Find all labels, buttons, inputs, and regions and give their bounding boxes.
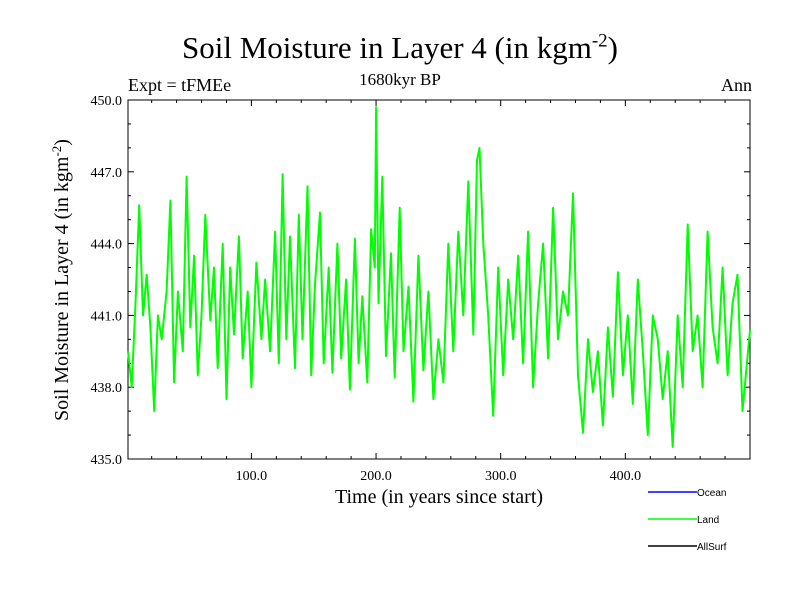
y-tick-label: 450.0 xyxy=(91,94,123,109)
season-label: Ann xyxy=(721,75,752,95)
x-tick-label: 300.0 xyxy=(485,469,517,484)
axis-ticks: 435.0 438.0 441.0 444.0 447.0 450.0 100.0 200.0… xyxy=(91,94,750,484)
chart-title-exponent: -2 xyxy=(591,30,608,52)
y-tick-label: 447.0 xyxy=(91,166,123,181)
x-axis-title: Time (in years since start) xyxy=(335,486,543,508)
y-tick-label: 438.0 xyxy=(91,381,123,396)
chart-title-main: Soil Moisture in Layer 4 (in kgm xyxy=(182,30,592,65)
y-tick-label: 444.0 xyxy=(91,238,123,253)
legend-label-allsurf: AllSurf xyxy=(697,542,727,553)
plot-frame xyxy=(127,99,751,460)
chart-title-close: ) xyxy=(607,30,618,65)
chart-subtitle: 1680kyr BP xyxy=(359,70,441,89)
x-tick-label: 200.0 xyxy=(360,469,392,484)
y-axis-title-close: ) xyxy=(51,139,73,146)
legend-label-ocean: Ocean xyxy=(697,488,726,499)
series-layer xyxy=(127,106,751,448)
legend-label-land: Land xyxy=(697,515,719,526)
x-tick-label: 100.0 xyxy=(236,469,268,484)
y-tick-label: 441.0 xyxy=(91,309,123,324)
legend: Ocean Land AllSurf xyxy=(648,488,727,553)
y-axis-title-exponent: -2 xyxy=(49,146,64,157)
chart-title: Soil Moisture in Layer 4 (in kgm-2) xyxy=(0,30,800,66)
experiment-label: Expt = tFMEe xyxy=(128,75,232,95)
series-line-land xyxy=(127,106,751,448)
x-tick-label: 400.0 xyxy=(610,469,642,484)
y-axis-title-main: Soil Moisture in Layer 4 (in kgm xyxy=(51,156,73,421)
y-axis-title: Soil Moisture in Layer 4 (in kgm-2) xyxy=(49,139,73,421)
y-tick-label: 435.0 xyxy=(91,453,123,468)
